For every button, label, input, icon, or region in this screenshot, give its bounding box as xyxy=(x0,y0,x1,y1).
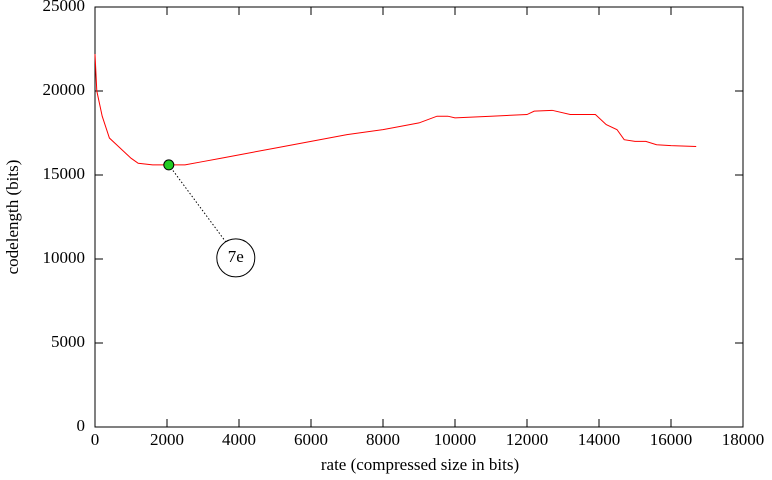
data-line xyxy=(94,54,697,166)
x-tick-label: 14000 xyxy=(578,430,621,449)
y-tick-label: 25000 xyxy=(43,0,86,15)
plot-frame xyxy=(94,6,744,428)
annotation-label: 7e xyxy=(228,247,244,266)
highlight-point xyxy=(163,159,175,171)
y-tick-label: 15000 xyxy=(43,164,86,183)
y-tick-label: 10000 xyxy=(43,248,86,267)
x-tick-label: 12000 xyxy=(506,430,549,449)
annotation-leader xyxy=(168,164,227,243)
x-tick-label: 2000 xyxy=(150,430,184,449)
x-tick-label: 4000 xyxy=(222,430,256,449)
annotation-circle xyxy=(216,238,256,278)
x-axis-label: rate (compressed size in bits) xyxy=(321,455,519,474)
x-tick-label: 8000 xyxy=(366,430,400,449)
y-tick-label: 20000 xyxy=(43,80,86,99)
x-tick-label: 18000 xyxy=(722,430,765,449)
x-tick-label: 16000 xyxy=(650,430,693,449)
x-tick-label: 0 xyxy=(91,430,100,449)
y-axis-label: codelength (bits) xyxy=(3,160,22,275)
x-tick-label: 6000 xyxy=(294,430,328,449)
y-tick-label: 0 xyxy=(77,416,86,435)
x-tick-label: 10000 xyxy=(434,430,477,449)
y-tick-label: 5000 xyxy=(51,332,85,351)
